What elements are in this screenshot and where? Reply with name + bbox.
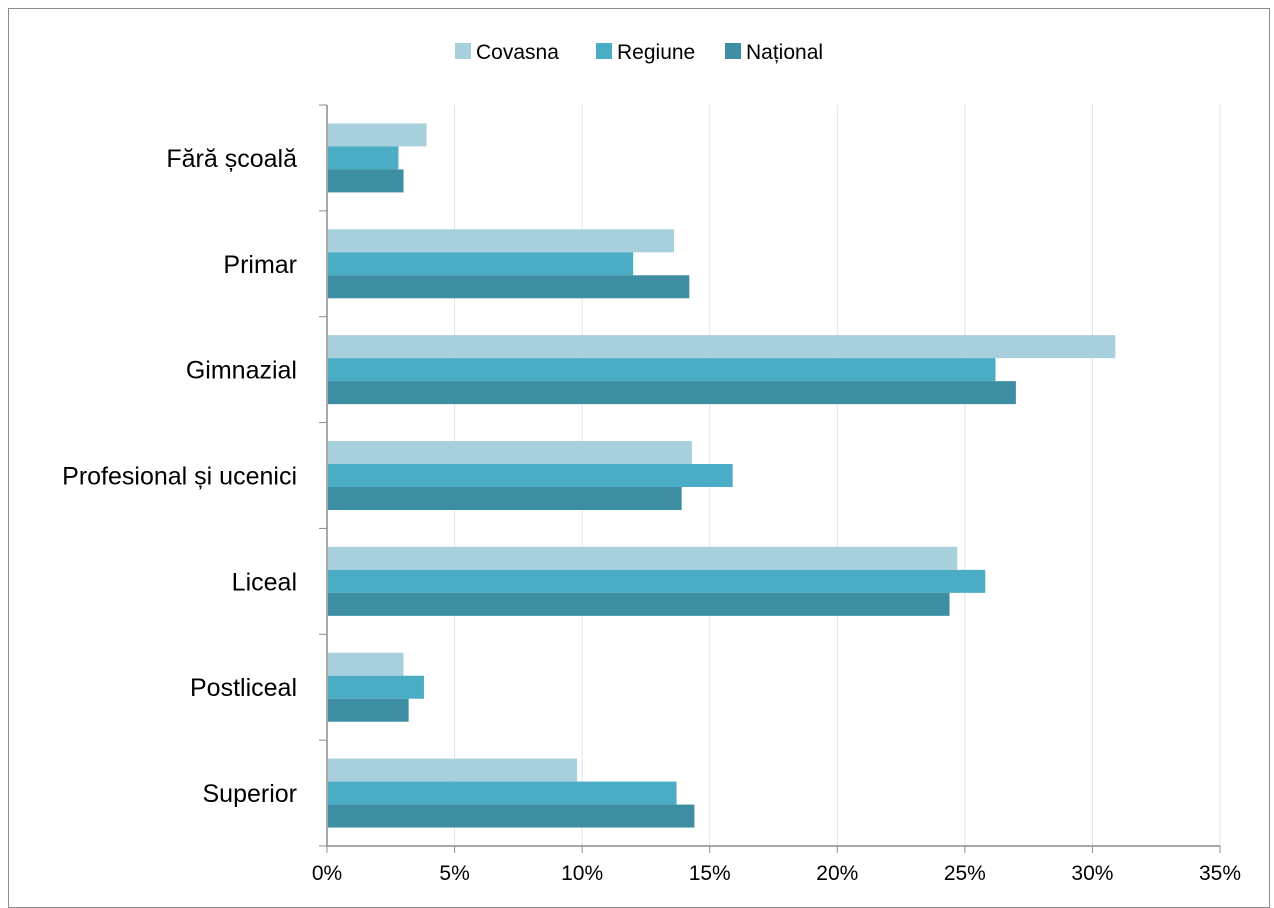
category-label: Profesional și ucenici xyxy=(62,463,297,491)
gridlines xyxy=(454,105,1221,846)
category-label: Gimnazial xyxy=(186,357,297,385)
bar xyxy=(328,758,578,782)
category-label: Liceal xyxy=(232,568,297,596)
bar xyxy=(328,229,674,253)
category-label: Fără școală xyxy=(166,145,297,173)
x-tick-label: 0% xyxy=(312,862,342,885)
x-tick-label: 30% xyxy=(1071,862,1113,885)
bar xyxy=(328,275,690,299)
x-tick-label: 35% xyxy=(1199,862,1241,885)
legend-swatch xyxy=(596,43,612,59)
bar xyxy=(328,781,677,805)
bar xyxy=(328,546,958,570)
category-label: Primar xyxy=(223,251,297,279)
axes xyxy=(319,104,1221,853)
bar xyxy=(328,652,404,676)
x-tick-label: 10% xyxy=(561,862,603,885)
x-tick-label: 25% xyxy=(944,862,986,885)
legend-swatch xyxy=(725,43,741,59)
x-tick-label: 5% xyxy=(439,862,469,885)
bar xyxy=(328,569,986,593)
bar xyxy=(328,698,409,722)
bar xyxy=(328,123,427,147)
bar xyxy=(328,464,733,487)
legend-swatch xyxy=(455,43,471,59)
bar xyxy=(328,335,1116,359)
bar xyxy=(328,381,1016,405)
legend-label: Regiune xyxy=(617,41,695,64)
legend-label: Național xyxy=(746,41,823,64)
legend: Covasna Regiune Național xyxy=(455,41,823,64)
bar xyxy=(328,169,404,193)
x-tick-label: 20% xyxy=(816,862,858,885)
bar xyxy=(328,487,682,510)
category-label: Superior xyxy=(203,780,298,808)
bar xyxy=(328,252,634,276)
x-tick-labels: 0% 5% 10% 15% 20% 25% 30% 35% xyxy=(312,862,1241,885)
bars xyxy=(328,123,1116,828)
legend-label: Covasna xyxy=(476,41,559,64)
bar xyxy=(328,146,399,170)
category-label: Postliceal xyxy=(190,674,297,702)
bar xyxy=(328,804,695,828)
bar xyxy=(328,358,996,382)
bar xyxy=(328,441,692,464)
bar xyxy=(328,675,424,699)
x-tick-label: 15% xyxy=(689,862,731,885)
category-labels: Fără școală Primar Gimnazial Profesional și… xyxy=(62,145,297,808)
bar xyxy=(328,592,950,616)
